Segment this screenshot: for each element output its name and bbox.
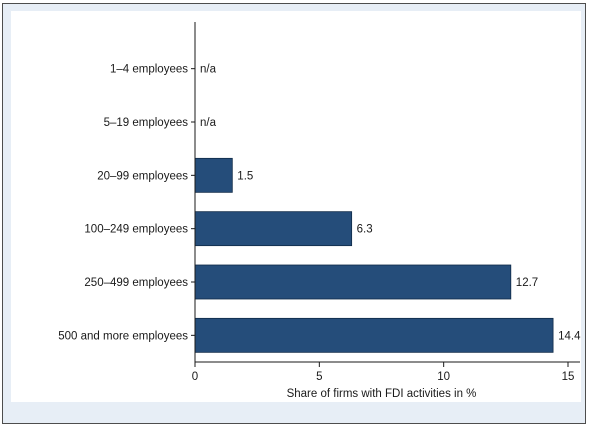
category-label: 250–499 employees <box>84 277 188 289</box>
category-label: 500 and more employees <box>58 330 188 342</box>
bar <box>194 157 233 193</box>
labels-layer: 1–4 employees n/a 5–19 employees n/a 20–99 e… <box>58 64 581 383</box>
bars-layer <box>194 157 554 353</box>
value-label: 12.7 <box>516 277 538 289</box>
category-label: 5–19 employees <box>104 117 189 129</box>
value-label: 6.3 <box>357 224 373 236</box>
x-tick-label: 15 <box>562 371 575 383</box>
value-label: n/a <box>200 64 217 76</box>
value-label: n/a <box>200 117 217 129</box>
category-label: 1–4 employees <box>110 64 188 76</box>
category-label: 20–99 employees <box>97 170 188 182</box>
bar <box>194 317 554 353</box>
x-tick-label: 10 <box>437 371 450 383</box>
value-label: 1.5 <box>237 170 253 182</box>
x-tick-label: 0 <box>192 371 198 383</box>
x-axis-title: Share of firms with FDI activities in % <box>287 388 477 400</box>
bar <box>194 264 512 300</box>
axes-layer <box>191 22 580 367</box>
category-label: 100–249 employees <box>84 224 188 236</box>
x-tick-label: 5 <box>316 371 322 383</box>
value-label: 14.4 <box>558 330 581 342</box>
bar <box>194 211 353 247</box>
